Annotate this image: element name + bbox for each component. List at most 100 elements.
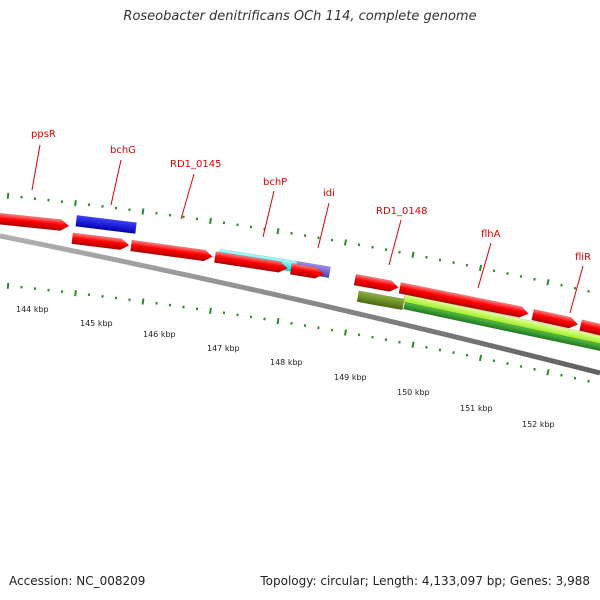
outer-tick-mark — [398, 250, 401, 254]
inner-tick-mark — [573, 376, 577, 380]
inner-tick-mark — [47, 288, 50, 292]
inner-tick-mark — [384, 338, 388, 342]
outer-tick-mark — [290, 231, 293, 235]
outer-tick-mark — [195, 217, 199, 221]
kbp-label-group: 144 kbp 145 kbp 146 kbp 147 kbp 148 kbp 149 k… — [16, 305, 555, 429]
inner-tick-mark — [465, 353, 469, 357]
inner-tick-mark — [411, 341, 415, 348]
outer-tick-mark — [492, 269, 496, 273]
label-pointer-line — [31, 144, 41, 191]
label-pointer-line — [317, 202, 330, 249]
inner-tick-mark — [452, 351, 455, 354]
inner-tick-mark — [343, 329, 347, 336]
gene-arrow — [130, 239, 213, 262]
outer-tick-mark — [560, 283, 563, 287]
outer-tick-mark — [6, 192, 10, 199]
inner-tick-mark — [425, 345, 428, 349]
outer-tick-mark — [384, 248, 388, 252]
inner-tick-mark — [330, 328, 334, 332]
inner-tick-mark — [168, 303, 172, 307]
gene-label-idi: idi — [323, 188, 335, 199]
outer-tick-mark — [371, 245, 374, 249]
kbp-label: 151 kbp — [460, 404, 493, 413]
outer-tick-mark — [506, 272, 509, 275]
outer-tick-mark — [343, 239, 347, 246]
inner-tick-mark — [371, 335, 374, 339]
inner-tick-mark — [587, 379, 590, 383]
inner-tick-mark — [155, 301, 158, 305]
kbp-label: 149 kbp — [334, 373, 367, 382]
label-pointer-line — [180, 173, 195, 220]
gene-label-bchp: bchP — [263, 177, 287, 188]
inner-tick-mark — [236, 313, 239, 317]
gene-label-rd1-0145: RD1_0145 — [170, 159, 221, 170]
inner-tick-mark — [141, 298, 145, 305]
inner-tick-mark — [249, 315, 253, 319]
outer-tick-mark — [465, 263, 469, 267]
inner-tick-mark — [276, 318, 280, 325]
outer-tick-mark — [276, 228, 280, 235]
outer-tick-mark — [438, 258, 442, 262]
gene-arrow — [398, 282, 529, 318]
outer-tick-mark — [47, 198, 50, 202]
inner-tick-mark — [209, 307, 212, 314]
label-lines — [31, 144, 584, 314]
label-pointer-line — [477, 242, 492, 289]
outer-tick-mark — [317, 236, 320, 240]
inner-tick-mark — [128, 298, 131, 302]
outer-tick-mark — [330, 238, 334, 242]
outer-tick-mark — [249, 225, 253, 229]
inner-tick-mark — [317, 326, 320, 330]
outer-tick-mark — [573, 286, 577, 290]
label-pointer-line — [262, 190, 275, 238]
inner-tick-mark — [87, 293, 91, 297]
inner-tick-mark — [33, 287, 37, 290]
outer-tick-mark — [101, 205, 104, 208]
outer-tick-mark — [236, 223, 239, 227]
inner-tick-mark — [60, 290, 64, 293]
inner-tick-mark — [519, 364, 523, 368]
outer-tick-mark — [114, 206, 118, 210]
gene-arrow — [71, 232, 130, 250]
kbp-label: 150 kbp — [397, 388, 430, 397]
outer-tick-mark — [141, 208, 145, 215]
kbp-label: 146 kbp — [143, 330, 176, 339]
outer-tick-mark — [74, 200, 77, 207]
cog-box-bchG — [75, 215, 137, 234]
outer-tick-mark — [20, 195, 23, 199]
outer-tick-mark — [87, 203, 91, 207]
gene-arrow — [214, 251, 288, 273]
outer-tick-mark — [155, 211, 158, 215]
kbp-label: 147 kbp — [207, 344, 240, 353]
outer-tick-mark — [452, 261, 455, 264]
outer-tick-mark — [128, 208, 131, 212]
gene-arrow — [579, 319, 600, 343]
outer-tick-mark — [546, 279, 550, 286]
gene-arrow — [531, 308, 579, 329]
inner-tick-mark — [290, 321, 293, 325]
inner-tick-mark — [182, 305, 185, 309]
label-pointer-line — [110, 159, 122, 206]
outer-tick-mark — [182, 215, 185, 219]
genome-summary-text: Topology: circular; Length: 4,133,097 bp… — [260, 574, 590, 588]
inner-tick-mark — [506, 362, 509, 365]
outer-tick-mark — [478, 264, 483, 272]
inner-tick-mark — [492, 359, 496, 363]
inner-tick-mark — [546, 369, 550, 376]
inner-tick-mark — [114, 296, 118, 300]
outer-tick-mark — [209, 217, 212, 224]
cog-box-rd1-0148 — [356, 290, 405, 311]
gene-label-rd1-0148: RD1_0148 — [376, 206, 427, 217]
gene-label-bchg: bchG — [110, 145, 136, 156]
gene-arrow — [289, 263, 325, 279]
genome-backbone — [0, 233, 600, 376]
gene-label-ppsr: ppsR — [31, 129, 56, 140]
label-pointer-line — [388, 219, 402, 266]
outer-tick-track — [6, 192, 590, 293]
gene-label-flir: fliR — [575, 252, 591, 263]
inner-tick-mark — [222, 311, 226, 315]
map-title: Roseobacter denitrificans OCh 114, compl… — [123, 9, 477, 24]
outer-tick-mark — [425, 255, 428, 259]
cog-box-flhA-light — [403, 293, 600, 352]
